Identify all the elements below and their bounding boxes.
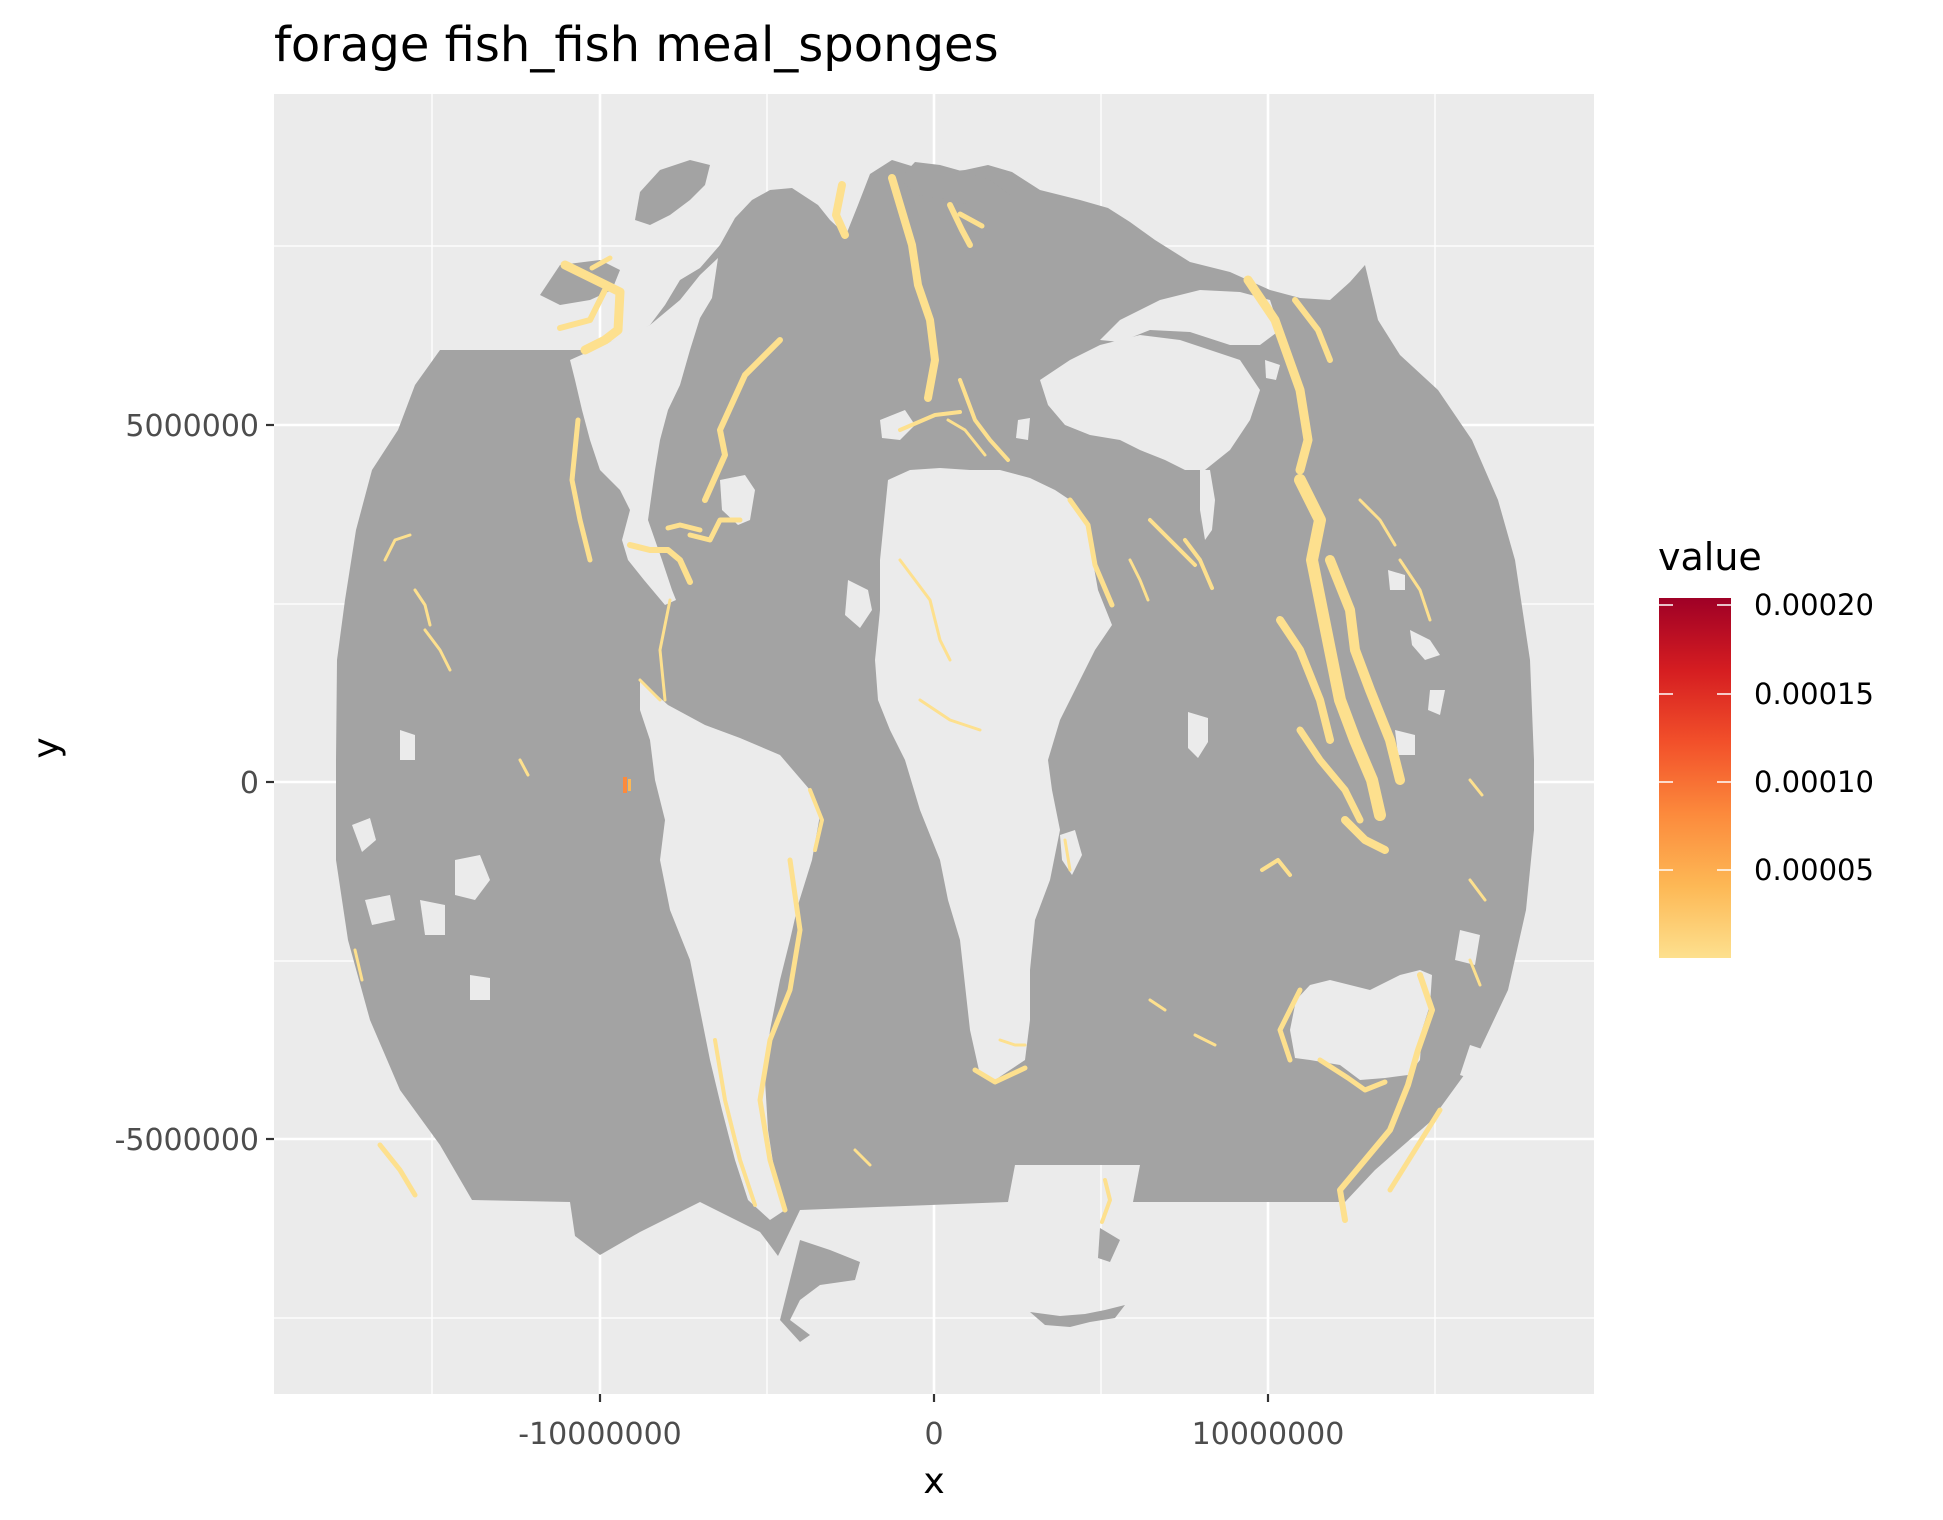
y-tick-label: 5000000 <box>125 409 259 444</box>
x-axis-title: x <box>923 1461 944 1502</box>
y-axis: 5000000 0 -5000000 y <box>26 409 274 1158</box>
legend-label: 0.00015 <box>1754 677 1874 711</box>
x-tick-label: -10000000 <box>518 1417 682 1452</box>
legend-label: 0.00010 <box>1754 765 1874 799</box>
color-legend: value 0.00020 0.00015 0.00010 0.00005 <box>1658 535 1874 958</box>
legend-title: value <box>1658 535 1762 579</box>
y-axis-title: y <box>26 737 67 758</box>
legend-label: 0.00020 <box>1754 588 1874 622</box>
legend-colorbar <box>1659 598 1731 958</box>
legend-label: 0.00005 <box>1754 853 1874 887</box>
plot-title: forage fish_fish meal_sponges <box>274 17 999 73</box>
y-tick-label: 0 <box>240 766 259 801</box>
x-tick-label: 0 <box>924 1417 943 1452</box>
y-tick-label: -5000000 <box>115 1123 259 1158</box>
high-value-cells <box>623 777 631 793</box>
x-tick-label: 10000000 <box>1192 1417 1345 1452</box>
x-axis: -10000000 0 10000000 x <box>518 1394 1344 1502</box>
